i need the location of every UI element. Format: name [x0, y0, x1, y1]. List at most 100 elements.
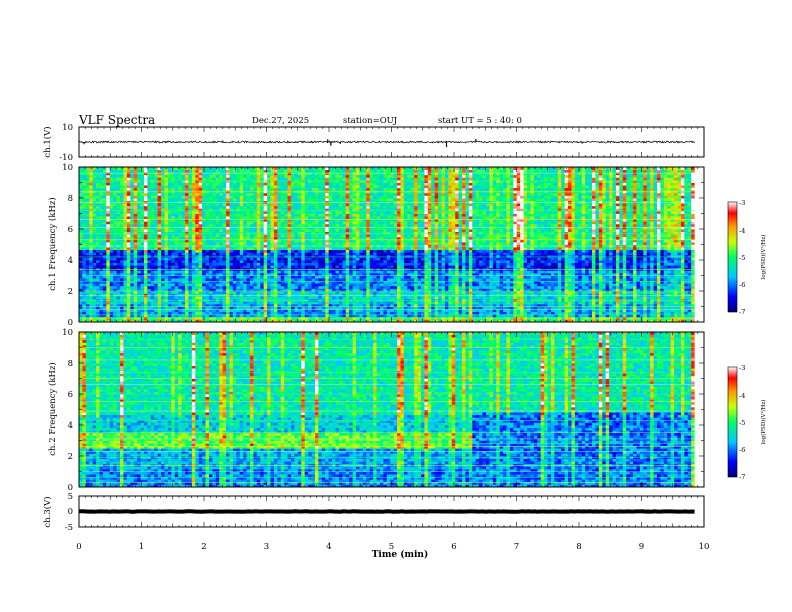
spectrogram-cell: [79, 254, 83, 258]
spectrogram-cell: [284, 270, 289, 274]
spectrogram-cell: [222, 262, 227, 266]
spectrogram-cell: [273, 272, 278, 276]
spectrogram-cell: [191, 192, 196, 196]
spectrogram-cell: [297, 319, 302, 323]
spectrogram-cell: [328, 265, 333, 269]
spectrogram-cell: [188, 272, 193, 276]
spectrogram-cell: [99, 262, 104, 266]
spectrogram-cell: [195, 172, 200, 176]
spectrogram-cell: [106, 210, 111, 214]
spectrogram-cell: [345, 172, 350, 176]
spectrogram-cell: [167, 226, 172, 230]
spectrogram-cell: [154, 314, 159, 318]
spectrogram-cell: [287, 247, 292, 251]
spectrogram-cell: [89, 275, 94, 279]
spectrogram-cell: [270, 260, 275, 263]
spectrogram-cell: [99, 182, 104, 186]
spectrogram-cell: [99, 314, 104, 318]
spectrogram-cell: [325, 229, 330, 232]
spectrogram-cell: [338, 254, 343, 258]
spectrogram-cell: [133, 275, 138, 279]
spectrogram-cell: [273, 226, 278, 230]
spectrogram-cell: [123, 205, 128, 209]
spectrogram-cell: [219, 296, 224, 300]
spectrogram-cell: [318, 265, 323, 269]
spectrogram-cell: [185, 223, 189, 227]
spectrogram-cell: [79, 262, 83, 266]
spectrogram-cell: [113, 231, 118, 235]
spectrogram-cell: [185, 293, 189, 297]
spectrogram-cell: [154, 187, 159, 191]
spectrogram-cell: [99, 283, 104, 287]
spectrogram-cell: [154, 205, 159, 209]
spectrogram-cell: [342, 252, 347, 256]
spectrogram-cell: [314, 203, 319, 207]
spectrogram-cell: [239, 280, 244, 284]
spectrogram-cell: [294, 283, 299, 287]
spectrogram-cell: [256, 306, 261, 310]
spectrogram-cell: [178, 247, 182, 251]
spectrogram-cell: [212, 303, 217, 307]
spectrogram-cell: [256, 229, 261, 232]
spectrogram-cell: [82, 185, 87, 189]
spectrogram-cell: [239, 285, 244, 289]
spectrogram-cell: [130, 252, 135, 256]
spectrogram-cell: [250, 275, 254, 279]
spectrogram-cell: [328, 192, 333, 196]
spectrogram-cell: [215, 223, 220, 227]
spectrogram-cell: [102, 216, 107, 220]
spectrogram-cell: [280, 218, 285, 222]
spectrogram-cell: [243, 311, 247, 315]
spectrogram-cell: [325, 314, 330, 318]
spectrogram-cell: [232, 172, 237, 176]
spectrogram-cell: [345, 262, 350, 266]
spectrogram-cell: [89, 172, 94, 176]
spectrogram-cell: [243, 275, 247, 279]
spectrogram-cell: [123, 319, 128, 323]
spectrogram-cell: [314, 306, 319, 310]
spectrogram-cell: [191, 314, 196, 318]
spectrogram-cell: [102, 234, 107, 238]
spectrogram-cell: [236, 257, 241, 261]
spectrogram-cell: [267, 187, 271, 191]
spectrogram-cell: [89, 285, 94, 289]
spectrogram-cell: [270, 247, 275, 251]
spectrogram-cell: [79, 319, 83, 323]
spectrogram-cell: [140, 288, 145, 292]
spectrogram-cell: [133, 208, 138, 212]
spectrogram-cell: [263, 203, 268, 207]
spectrogram-cell: [171, 257, 176, 261]
spectrogram-cell: [232, 218, 237, 222]
spectrogram-cell: [85, 249, 90, 253]
spectrogram-cell: [133, 216, 138, 220]
spectrogram-cell: [99, 205, 104, 209]
spectrogram-cell: [89, 182, 94, 186]
spectrogram-cell: [321, 285, 326, 289]
spectrogram-cell: [178, 260, 182, 263]
spectrogram-cell: [126, 198, 131, 201]
spectrogram-cell: [82, 192, 87, 196]
spectrogram-cell: [284, 283, 289, 287]
spectrogram-cell: [222, 254, 227, 258]
spectrogram-cell: [82, 280, 87, 284]
spectrogram-cell: [321, 309, 326, 313]
spectrogram-cell: [130, 185, 135, 189]
spectrogram-cell: [280, 249, 285, 253]
spectrogram-cell: [246, 221, 251, 225]
spectrogram-cell: [126, 210, 131, 214]
spectrogram-cell: [338, 293, 343, 297]
spectrogram-cell: [342, 198, 347, 201]
spectrogram-cell: [109, 314, 114, 318]
spectrogram-cell: [342, 293, 347, 297]
spectrogram-cell: [256, 301, 261, 305]
spectrogram-cell: [304, 285, 309, 289]
spectrogram-cell: [185, 174, 189, 178]
spectrogram-cell: [332, 216, 336, 220]
spectrogram-cell: [150, 257, 155, 261]
spectrogram-cell: [311, 236, 316, 240]
spectrogram-cell: [150, 278, 155, 282]
spectrogram-cell: [171, 241, 176, 245]
spectrogram-cell: [325, 185, 330, 189]
spectrogram-cell: [280, 208, 285, 212]
spectrogram-cell: [229, 205, 234, 209]
